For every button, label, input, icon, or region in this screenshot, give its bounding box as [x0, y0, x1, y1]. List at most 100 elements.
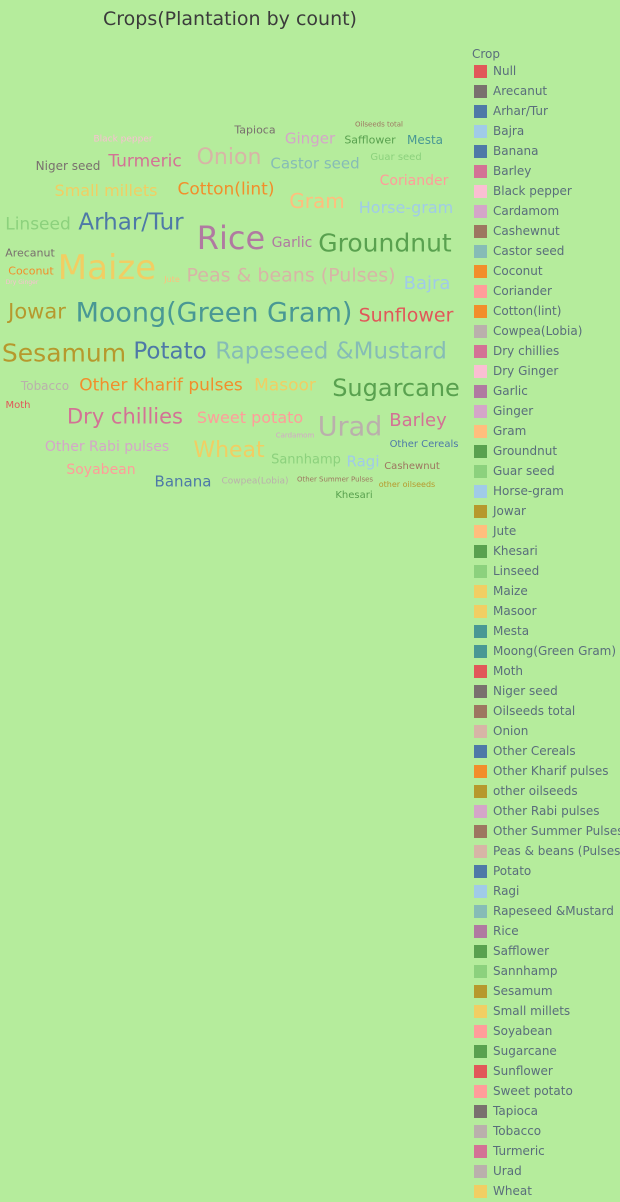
- cloud-word: Sannhamp: [271, 452, 341, 468]
- legend-swatch: [474, 725, 487, 738]
- legend-item[interactable]: Horse-gram: [474, 482, 620, 502]
- legend-swatch: [474, 825, 487, 838]
- legend-item[interactable]: Barley: [474, 162, 620, 182]
- legend-swatch: [474, 525, 487, 538]
- legend-swatch: [474, 965, 487, 978]
- legend-label: Arhar/Tur: [493, 104, 548, 118]
- legend-swatch: [474, 185, 487, 198]
- legend-item[interactable]: Urad: [474, 1162, 620, 1182]
- legend-item[interactable]: Coconut: [474, 262, 620, 282]
- legend-label: Garlic: [493, 384, 528, 398]
- legend-swatch: [474, 285, 487, 298]
- cloud-word: Urad: [317, 411, 383, 443]
- legend-swatch: [474, 365, 487, 378]
- legend-item[interactable]: Wheat: [474, 1182, 620, 1202]
- legend-item[interactable]: Rapeseed &Mustard: [474, 902, 620, 922]
- legend-item[interactable]: Groundnut: [474, 442, 620, 462]
- legend-swatch: [474, 325, 487, 338]
- legend-swatch: [474, 225, 487, 238]
- legend-item[interactable]: Other Summer Pulses: [474, 822, 620, 842]
- cloud-word: Moth: [5, 400, 31, 411]
- legend-item[interactable]: Potato: [474, 862, 620, 882]
- legend-swatch: [474, 665, 487, 678]
- legend-item[interactable]: Cowpea(Lobia): [474, 322, 620, 342]
- legend-item[interactable]: Null: [474, 62, 620, 82]
- legend-swatch: [474, 205, 487, 218]
- legend-item[interactable]: Sugarcane: [474, 1042, 620, 1062]
- legend-item[interactable]: Dry Ginger: [474, 362, 620, 382]
- legend-item[interactable]: Bajra: [474, 122, 620, 142]
- legend-item[interactable]: Soyabean: [474, 1022, 620, 1042]
- legend-label: Ragi: [493, 884, 520, 898]
- legend-label: Rice: [493, 924, 519, 938]
- legend-swatch: [474, 785, 487, 798]
- legend-item[interactable]: Rice: [474, 922, 620, 942]
- legend-item[interactable]: Dry chillies: [474, 342, 620, 362]
- legend-item[interactable]: Tobacco: [474, 1122, 620, 1142]
- legend-item[interactable]: Gram: [474, 422, 620, 442]
- legend-label: Dry chillies: [493, 344, 560, 358]
- legend-swatch: [474, 245, 487, 258]
- legend-label: Coconut: [493, 264, 543, 278]
- legend-item[interactable]: Onion: [474, 722, 620, 742]
- legend-label: Onion: [493, 724, 529, 738]
- cloud-word: Small millets: [54, 181, 158, 200]
- legend-item[interactable]: Cotton(lint): [474, 302, 620, 322]
- legend-item[interactable]: Niger seed: [474, 682, 620, 702]
- legend-item[interactable]: Guar seed: [474, 462, 620, 482]
- legend-label: Banana: [493, 144, 539, 158]
- legend-label: other oilseeds: [493, 784, 578, 798]
- legend-item[interactable]: Small millets: [474, 1002, 620, 1022]
- cloud-word: Other Summer Pulses: [296, 475, 374, 484]
- cloud-word: Guar seed: [370, 152, 422, 163]
- legend-item[interactable]: Banana: [474, 142, 620, 162]
- legend-item[interactable]: Jowar: [474, 502, 620, 522]
- legend-label: Coriander: [493, 284, 552, 298]
- legend-item[interactable]: Sannhamp: [474, 962, 620, 982]
- legend-item[interactable]: Black pepper: [474, 182, 620, 202]
- legend-item[interactable]: Oilseeds total: [474, 702, 620, 722]
- legend-item[interactable]: Maize: [474, 582, 620, 602]
- legend-item[interactable]: Ragi: [474, 882, 620, 902]
- legend-item[interactable]: Cardamom: [474, 202, 620, 222]
- legend-swatch: [474, 465, 487, 478]
- legend-item[interactable]: Tapioca: [474, 1102, 620, 1122]
- legend-item[interactable]: Moong(Green Gram): [474, 642, 620, 662]
- legend-item[interactable]: Jute: [474, 522, 620, 542]
- legend-item[interactable]: Other Cereals: [474, 742, 620, 762]
- legend-swatch: [474, 165, 487, 178]
- legend-item[interactable]: Other Kharif pulses: [474, 762, 620, 782]
- legend-item[interactable]: Sweet potato: [474, 1082, 620, 1102]
- legend-item[interactable]: Castor seed: [474, 242, 620, 262]
- cloud-word: Moong(Green Gram): [75, 297, 353, 329]
- cloud-word: Jute: [164, 275, 180, 284]
- legend-swatch: [474, 1085, 487, 1098]
- legend-label: Cotton(lint): [493, 304, 562, 318]
- legend-item[interactable]: Garlic: [474, 382, 620, 402]
- legend-item[interactable]: Arecanut: [474, 82, 620, 102]
- legend-item[interactable]: other oilseeds: [474, 782, 620, 802]
- legend-item[interactable]: Linseed: [474, 562, 620, 582]
- cloud-word: Other Rabi pulses: [44, 439, 170, 455]
- legend-item[interactable]: Sesamum: [474, 982, 620, 1002]
- legend-label: Castor seed: [493, 244, 565, 258]
- legend-swatch: [474, 125, 487, 138]
- legend-item[interactable]: Sunflower: [474, 1062, 620, 1082]
- legend-item[interactable]: Mesta: [474, 622, 620, 642]
- legend-item[interactable]: Safflower: [474, 942, 620, 962]
- legend-item[interactable]: Moth: [474, 662, 620, 682]
- legend-item[interactable]: Ginger: [474, 402, 620, 422]
- legend-label: Guar seed: [493, 464, 555, 478]
- legend-item[interactable]: Masoor: [474, 602, 620, 622]
- legend-swatch: [474, 65, 487, 78]
- legend-item[interactable]: Khesari: [474, 542, 620, 562]
- legend-label: Horse-gram: [493, 484, 564, 498]
- cloud-word: Sunflower: [358, 304, 454, 327]
- legend-item[interactable]: Peas & beans (Pulses): [474, 842, 620, 862]
- legend-swatch: [474, 1145, 487, 1158]
- legend-item[interactable]: Cashewnut: [474, 222, 620, 242]
- legend-item[interactable]: Arhar/Tur: [474, 102, 620, 122]
- legend-item[interactable]: Other Rabi pulses: [474, 802, 620, 822]
- legend-item[interactable]: Coriander: [474, 282, 620, 302]
- legend-item[interactable]: Turmeric: [474, 1142, 620, 1162]
